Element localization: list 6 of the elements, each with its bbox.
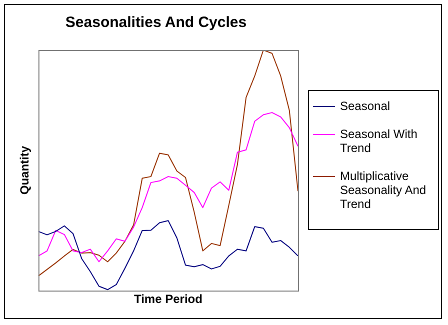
x-axis-title: Time Period bbox=[134, 292, 202, 306]
chart-title: Seasonalities And Cycles bbox=[65, 14, 247, 32]
y-axis-title: Quantity bbox=[18, 146, 32, 195]
legend-label: Multiplicative Seasonality And Trend bbox=[340, 169, 428, 211]
legend-label: Seasonal bbox=[340, 99, 390, 113]
legend-label: Seasonal With Trend bbox=[340, 127, 418, 155]
